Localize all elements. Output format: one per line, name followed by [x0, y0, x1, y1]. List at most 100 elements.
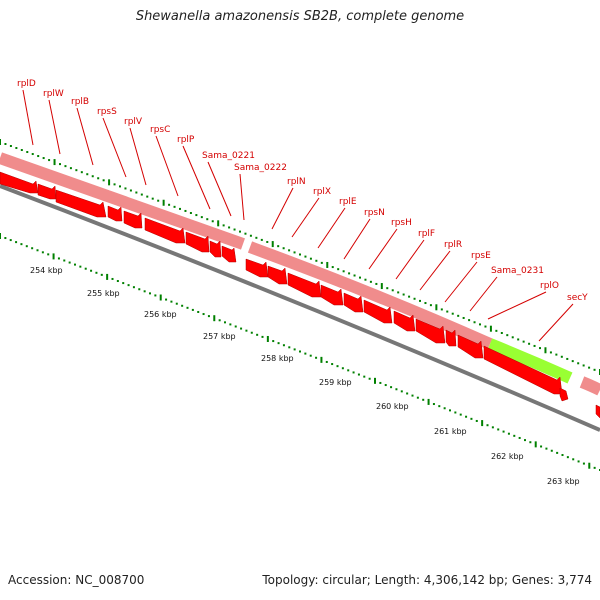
minor-tick — [331, 363, 334, 366]
cds-arrow — [393, 310, 416, 332]
minor-tick — [593, 368, 596, 371]
minor-tick — [411, 394, 414, 397]
minor-tick — [191, 308, 194, 311]
cds-arrow — [185, 231, 210, 253]
minor-tick — [189, 212, 192, 215]
cds-arrow-track — [0, 171, 600, 419]
minor-tick — [337, 268, 340, 271]
minor-tick — [261, 335, 264, 338]
minor-tick — [288, 346, 291, 349]
tick-row-bottom — [0, 233, 600, 471]
minor-tick — [4, 237, 7, 240]
leader-line — [291, 197, 320, 238]
major-tick — [435, 304, 438, 311]
minor-tick — [566, 357, 569, 360]
minor-tick — [299, 253, 301, 256]
gene-label: rplP — [177, 135, 195, 145]
minor-tick — [357, 373, 360, 376]
minor-tick — [432, 403, 435, 406]
minor-tick — [336, 365, 339, 368]
minor-tick — [522, 340, 525, 343]
minor-tick — [363, 375, 366, 378]
minor-tick — [207, 315, 210, 318]
kbp-label: 254 kbp — [30, 266, 63, 275]
minor-tick — [272, 340, 275, 343]
major-tick — [588, 462, 591, 469]
minor-tick — [408, 295, 411, 298]
gene-label: Sama_0231 — [491, 266, 544, 276]
leader-line — [317, 207, 346, 249]
major-tick — [52, 253, 55, 260]
gene-label: rplF — [418, 229, 435, 239]
minor-tick — [484, 325, 487, 328]
minor-tick — [390, 386, 393, 389]
minor-tick — [293, 348, 296, 351]
minor-tick — [395, 388, 398, 391]
minor-tick — [566, 456, 569, 459]
minor-tick — [47, 253, 50, 256]
major-tick — [534, 441, 537, 448]
gene-label: rplN — [287, 177, 306, 187]
minor-tick — [111, 277, 114, 280]
cds-arrow — [221, 245, 237, 263]
minor-tick — [325, 360, 328, 363]
cds-arrow — [363, 299, 393, 324]
minor-tick — [359, 276, 361, 279]
minor-tick — [352, 371, 355, 374]
minor-tick — [507, 432, 510, 435]
minor-tick — [315, 259, 318, 262]
minor-tick — [397, 291, 400, 294]
kbp-label: 258 kbp — [261, 354, 294, 363]
cds-arrow — [123, 210, 143, 229]
gene-label: rplE — [339, 197, 357, 207]
minor-tick — [222, 224, 225, 227]
minor-tick — [224, 321, 226, 324]
leader-line — [419, 250, 451, 291]
minor-tick — [506, 334, 509, 337]
cds-arrow — [457, 334, 484, 359]
minor-tick — [244, 232, 247, 235]
cds-arrow — [595, 404, 600, 419]
minor-tick — [582, 364, 585, 367]
minor-tick — [173, 205, 176, 208]
minor-tick — [59, 163, 61, 166]
major-tick — [53, 159, 56, 166]
cds-arrow — [343, 292, 364, 313]
minor-tick — [31, 153, 34, 156]
minor-tick — [4, 143, 7, 146]
major-tick — [374, 377, 376, 384]
minor-tick — [304, 255, 307, 258]
cds-arrow — [415, 318, 446, 344]
minor-tick — [42, 157, 45, 160]
minor-tick — [593, 466, 596, 469]
minor-tick — [129, 189, 132, 192]
cds-bar-segment-1 — [0, 152, 246, 250]
cds-arrow — [144, 217, 186, 244]
minor-tick — [63, 259, 66, 262]
cds-bar-segment-3 — [579, 376, 600, 396]
minor-tick — [406, 392, 409, 395]
kbp-label: 260 kbp — [376, 402, 409, 411]
minor-tick — [315, 356, 318, 359]
minor-tick — [550, 449, 553, 452]
minor-tick — [282, 344, 285, 347]
gene-label: rplW — [43, 89, 64, 99]
minor-tick — [561, 454, 564, 457]
cds-arrow — [55, 189, 107, 218]
gene-label: rpsE — [471, 251, 491, 261]
gene-label: rplX — [313, 187, 331, 197]
major-tick — [159, 294, 162, 301]
cds-bar-segment-2 — [247, 241, 493, 350]
minor-tick — [384, 384, 387, 387]
minor-tick — [277, 245, 280, 248]
kbp-labels: 254 kbp 255 kbp 256 kbp 257 kbp 258 kbp 259 k… — [30, 266, 580, 486]
minor-tick — [497, 428, 500, 431]
minor-tick — [151, 197, 154, 200]
cds-arrow — [267, 265, 288, 285]
minor-tick — [124, 187, 127, 190]
major-tick — [481, 420, 484, 427]
kbp-label: 255 kbp — [87, 289, 120, 298]
minor-tick — [249, 234, 252, 237]
minor-tick — [429, 304, 432, 307]
